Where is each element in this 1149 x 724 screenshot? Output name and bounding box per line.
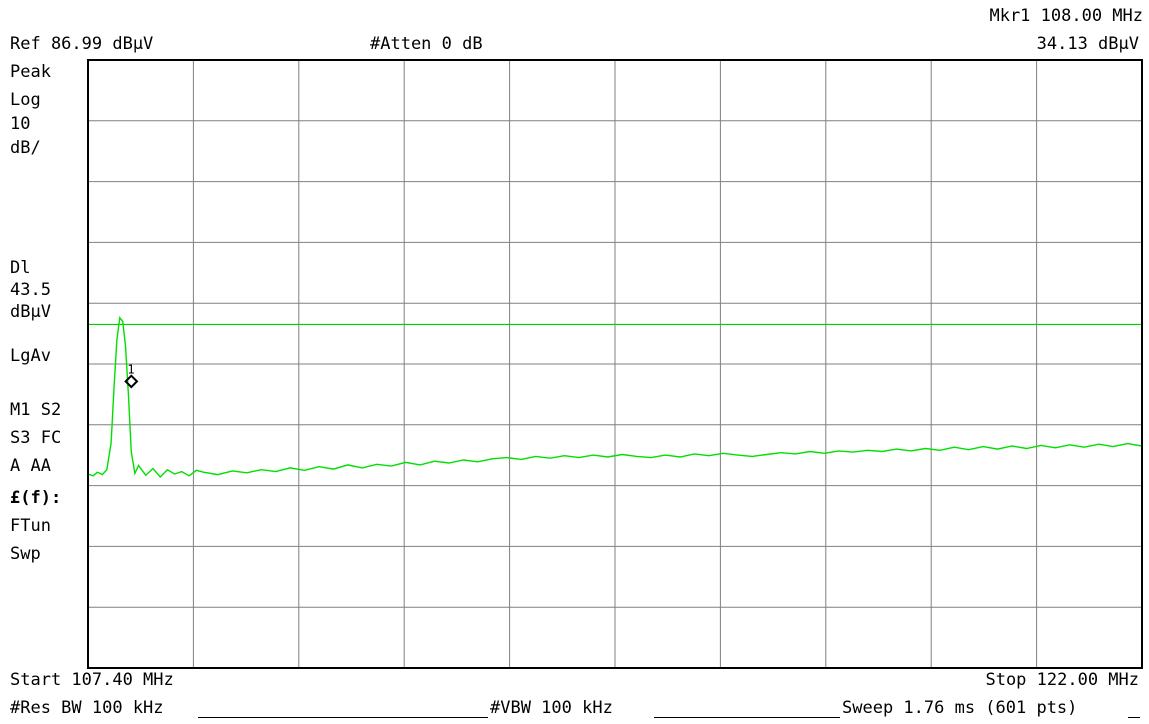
video-bandwidth: #VBW 100 kHz xyxy=(490,698,613,718)
status-row-4: £(f): xyxy=(10,488,62,508)
marker-frequency-readout: Mkr1 108.00 MHz xyxy=(989,6,1143,26)
plot-frame xyxy=(87,59,1143,669)
footer-separator-3 xyxy=(1128,717,1140,718)
status-row-1: M1 S2 xyxy=(10,400,62,420)
spectrum-trace xyxy=(87,315,1143,479)
marker-number: 1 xyxy=(127,362,134,376)
scale-unit: dB/ xyxy=(10,138,41,158)
status-row-3: A AA xyxy=(10,456,51,476)
start-frequency: Start 107.40 MHz xyxy=(10,670,174,690)
marker-1: 1 xyxy=(124,362,139,389)
stop-frequency: Stop 122.00 MHz xyxy=(985,670,1139,690)
status-row-5: FTun xyxy=(10,516,51,536)
marker-diamond xyxy=(124,374,139,389)
status-row-6: Swp xyxy=(10,544,41,564)
average-mode: LgAv xyxy=(10,346,51,366)
attenuation-readout: #Atten 0 dB xyxy=(370,34,483,54)
sweep-time: Sweep 1.76 ms (601 pts) xyxy=(842,698,1078,718)
footer-separator-2 xyxy=(654,717,840,718)
resolution-bandwidth: #Res BW 100 kHz xyxy=(10,698,164,718)
status-row-2: S3 FC xyxy=(10,428,62,448)
footer-separator-1 xyxy=(198,717,488,718)
display-line-unit: dBµV xyxy=(10,302,51,322)
reference-level: Ref 86.99 dBµV xyxy=(10,34,154,54)
detector-mode: Peak xyxy=(10,62,51,82)
scale-type: Log xyxy=(10,90,41,110)
marker-amplitude-readout: 34.13 dBµV xyxy=(1036,34,1139,54)
plot-grid xyxy=(88,60,1142,668)
display-line-label: Dl xyxy=(10,258,31,278)
display-line-value: 43.5 xyxy=(10,280,51,300)
scale-value: 10 xyxy=(10,114,31,134)
